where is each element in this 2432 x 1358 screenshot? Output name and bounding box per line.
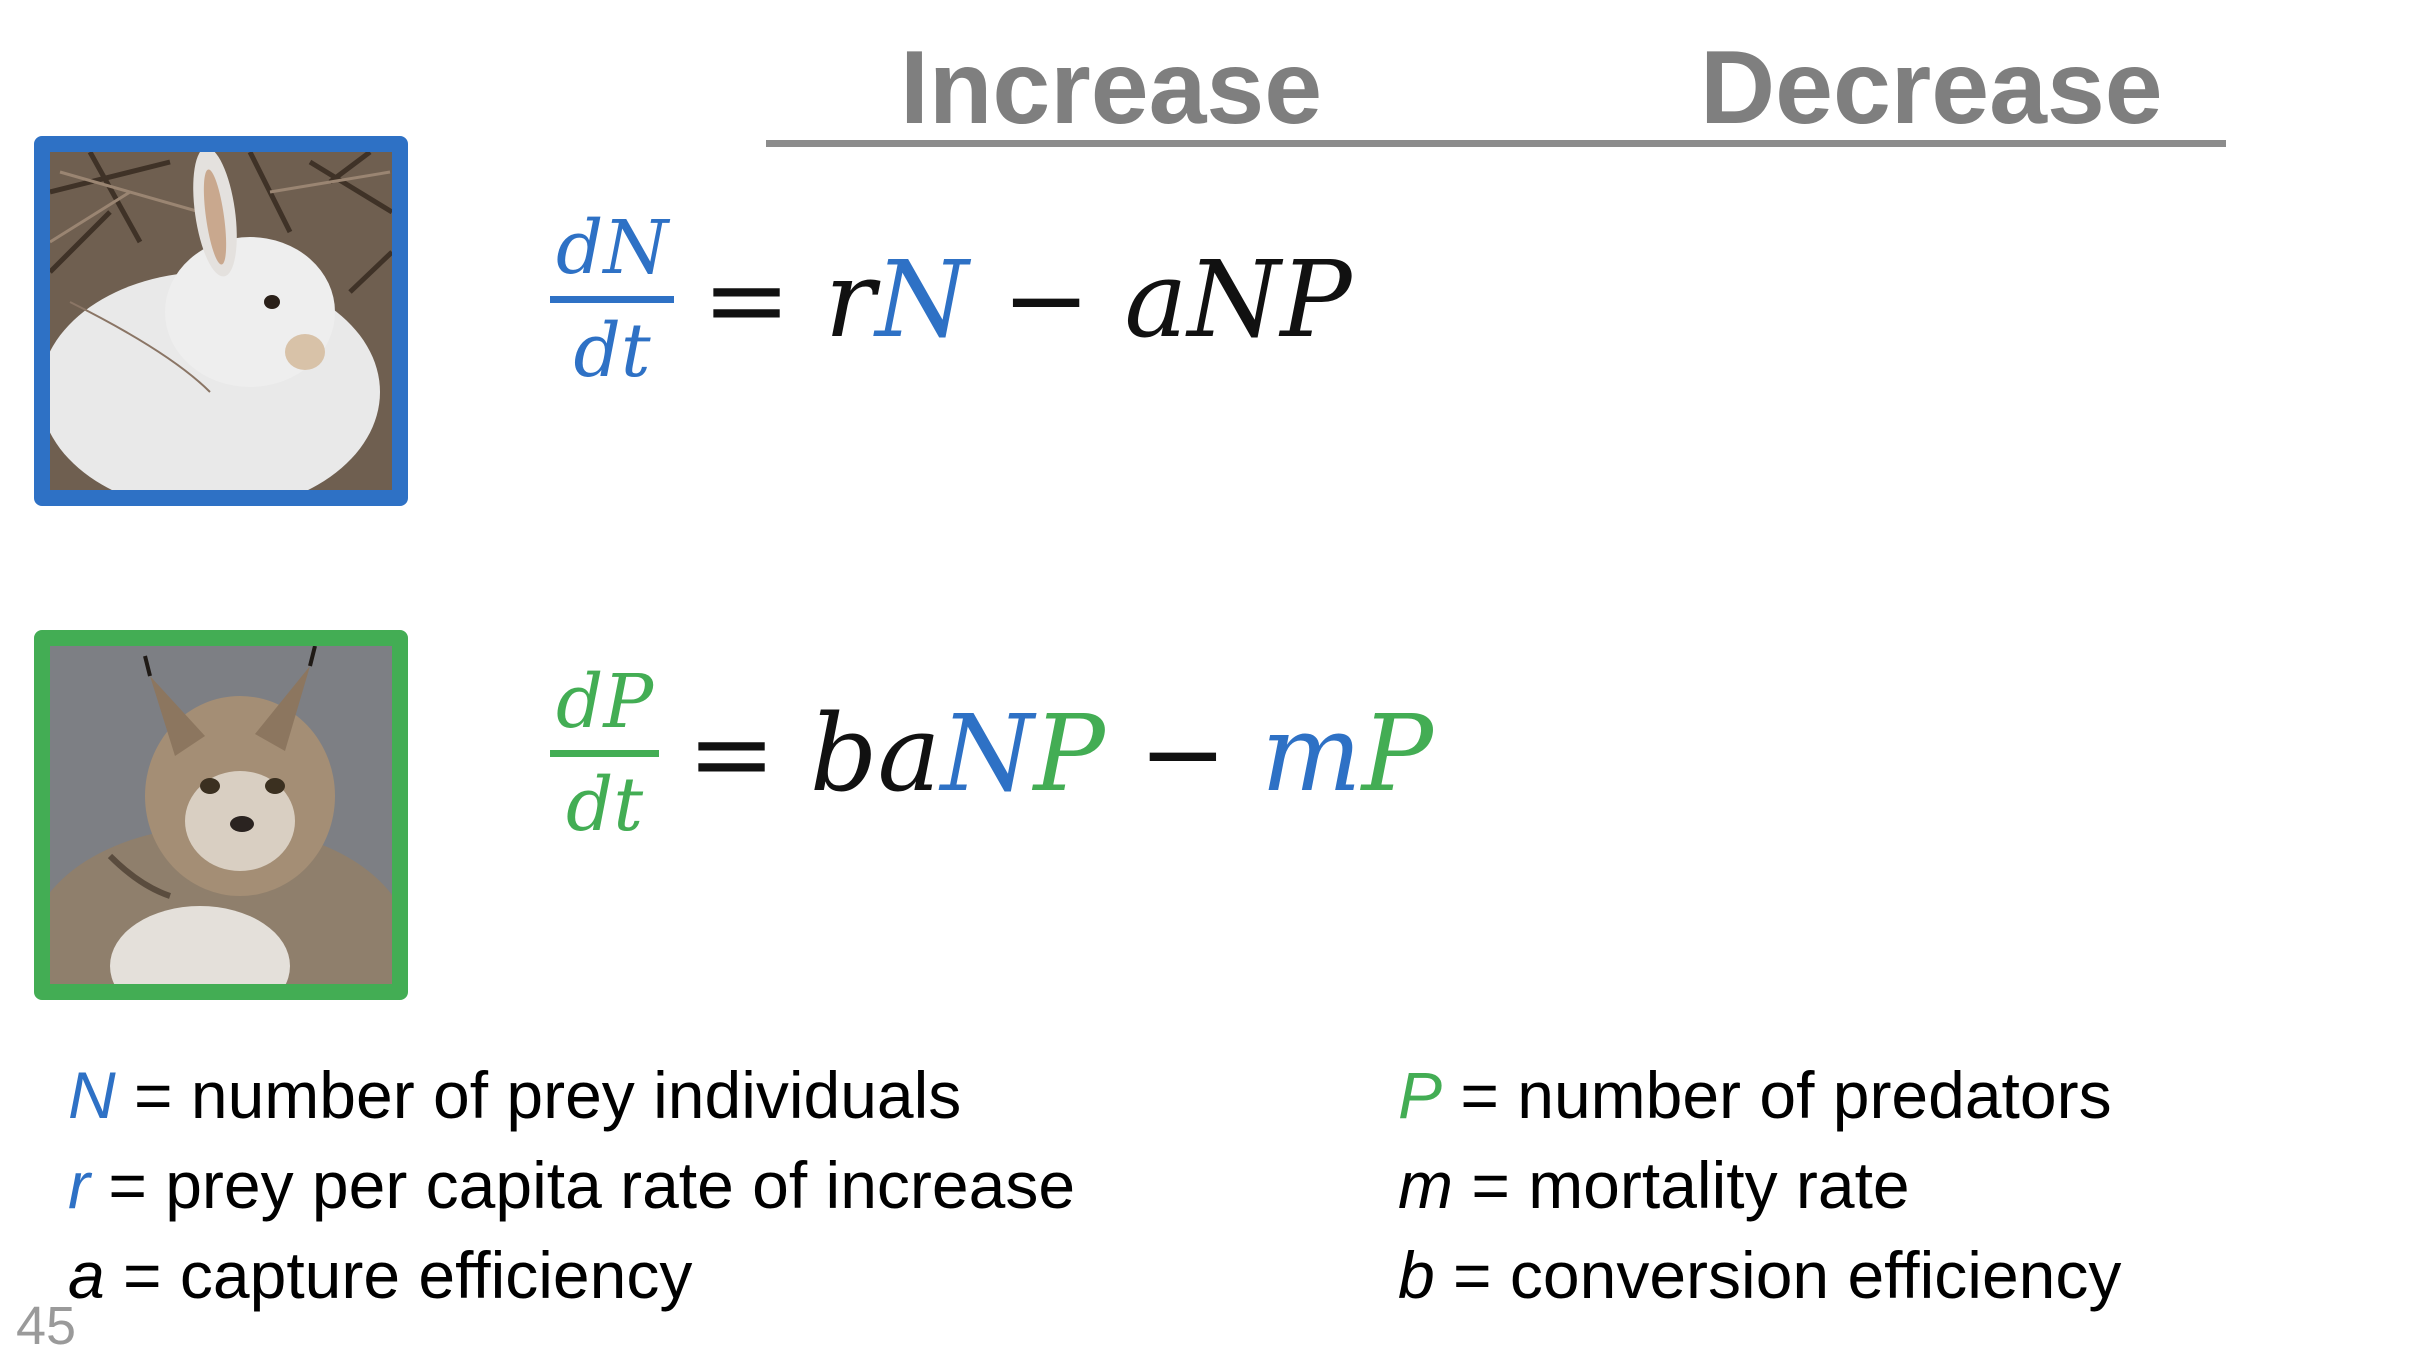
decrease-header: Decrease <box>1700 30 2163 146</box>
term-N: N <box>940 691 1034 815</box>
term-aNP: aNP <box>1124 237 1352 361</box>
symbol: r <box>68 1148 90 1222</box>
prey-denominator: dt <box>573 308 651 394</box>
term-m: m <box>1261 691 1362 815</box>
term-r: r <box>824 237 876 361</box>
increase-header: Increase <box>900 30 1323 146</box>
equals-sign: = <box>687 691 776 815</box>
definition-text: = mortality rate <box>1452 1148 1910 1222</box>
definition-text: = capture efficiency <box>104 1238 693 1312</box>
definition-b: b = conversion efficiency <box>1398 1230 2121 1320</box>
definition-P: P = number of predators <box>1398 1050 2121 1140</box>
symbol: m <box>1398 1148 1453 1222</box>
definition-a: a = capture efficiency <box>68 1230 1075 1320</box>
predator-lynx-image <box>34 630 408 1000</box>
symbol: a <box>68 1238 105 1312</box>
prey-rhs: = rN − aNP <box>702 235 1351 365</box>
equals-sign: = <box>702 237 791 361</box>
definition-text: = number of prey individuals <box>115 1058 962 1132</box>
predator-denominator: dt <box>566 762 644 848</box>
hare-illustration <box>50 152 392 490</box>
predator-equation: dP dt = baNP − mP <box>550 654 1433 853</box>
prey-equation: dN dt = rN − aNP <box>550 200 1352 399</box>
symbol: b <box>1398 1238 1435 1312</box>
term-N: N <box>875 237 969 361</box>
definition-N: N = number of prey individuals <box>68 1050 1075 1140</box>
predator-rhs: = baNP − mP <box>687 689 1433 819</box>
fraction-bar <box>550 750 660 757</box>
symbol: N <box>68 1058 116 1132</box>
header-divider <box>766 140 2226 147</box>
symbol: P <box>1398 1058 1443 1132</box>
predator-numerator: dP <box>556 659 654 745</box>
definition-text: = prey per capita rate of increase <box>89 1148 1076 1222</box>
prey-numerator: dN <box>556 205 669 291</box>
lynx-illustration <box>50 646 392 984</box>
definition-r: r = prey per capita rate of increase <box>68 1140 1075 1230</box>
definition-m: m = mortality rate <box>1398 1140 2121 1230</box>
prey-hare-image <box>34 136 408 506</box>
definition-text: = conversion efficiency <box>1434 1238 2122 1312</box>
term-P: P <box>1361 691 1433 815</box>
prey-derivative: dN dt <box>550 200 675 399</box>
predator-definitions: P = number of predators m = mortality ra… <box>1398 1050 2121 1320</box>
prey-definitions: N = number of prey individuals r = prey … <box>68 1050 1075 1320</box>
definition-text: = number of predators <box>1442 1058 2112 1132</box>
fraction-bar <box>550 296 675 303</box>
predator-derivative: dP dt <box>550 654 660 853</box>
minus-sign: − <box>1138 691 1228 815</box>
term-ba: ba <box>809 691 941 815</box>
page-number: 45 <box>16 1296 77 1356</box>
term-P: P <box>1033 691 1105 815</box>
minus-sign: − <box>1001 237 1091 361</box>
